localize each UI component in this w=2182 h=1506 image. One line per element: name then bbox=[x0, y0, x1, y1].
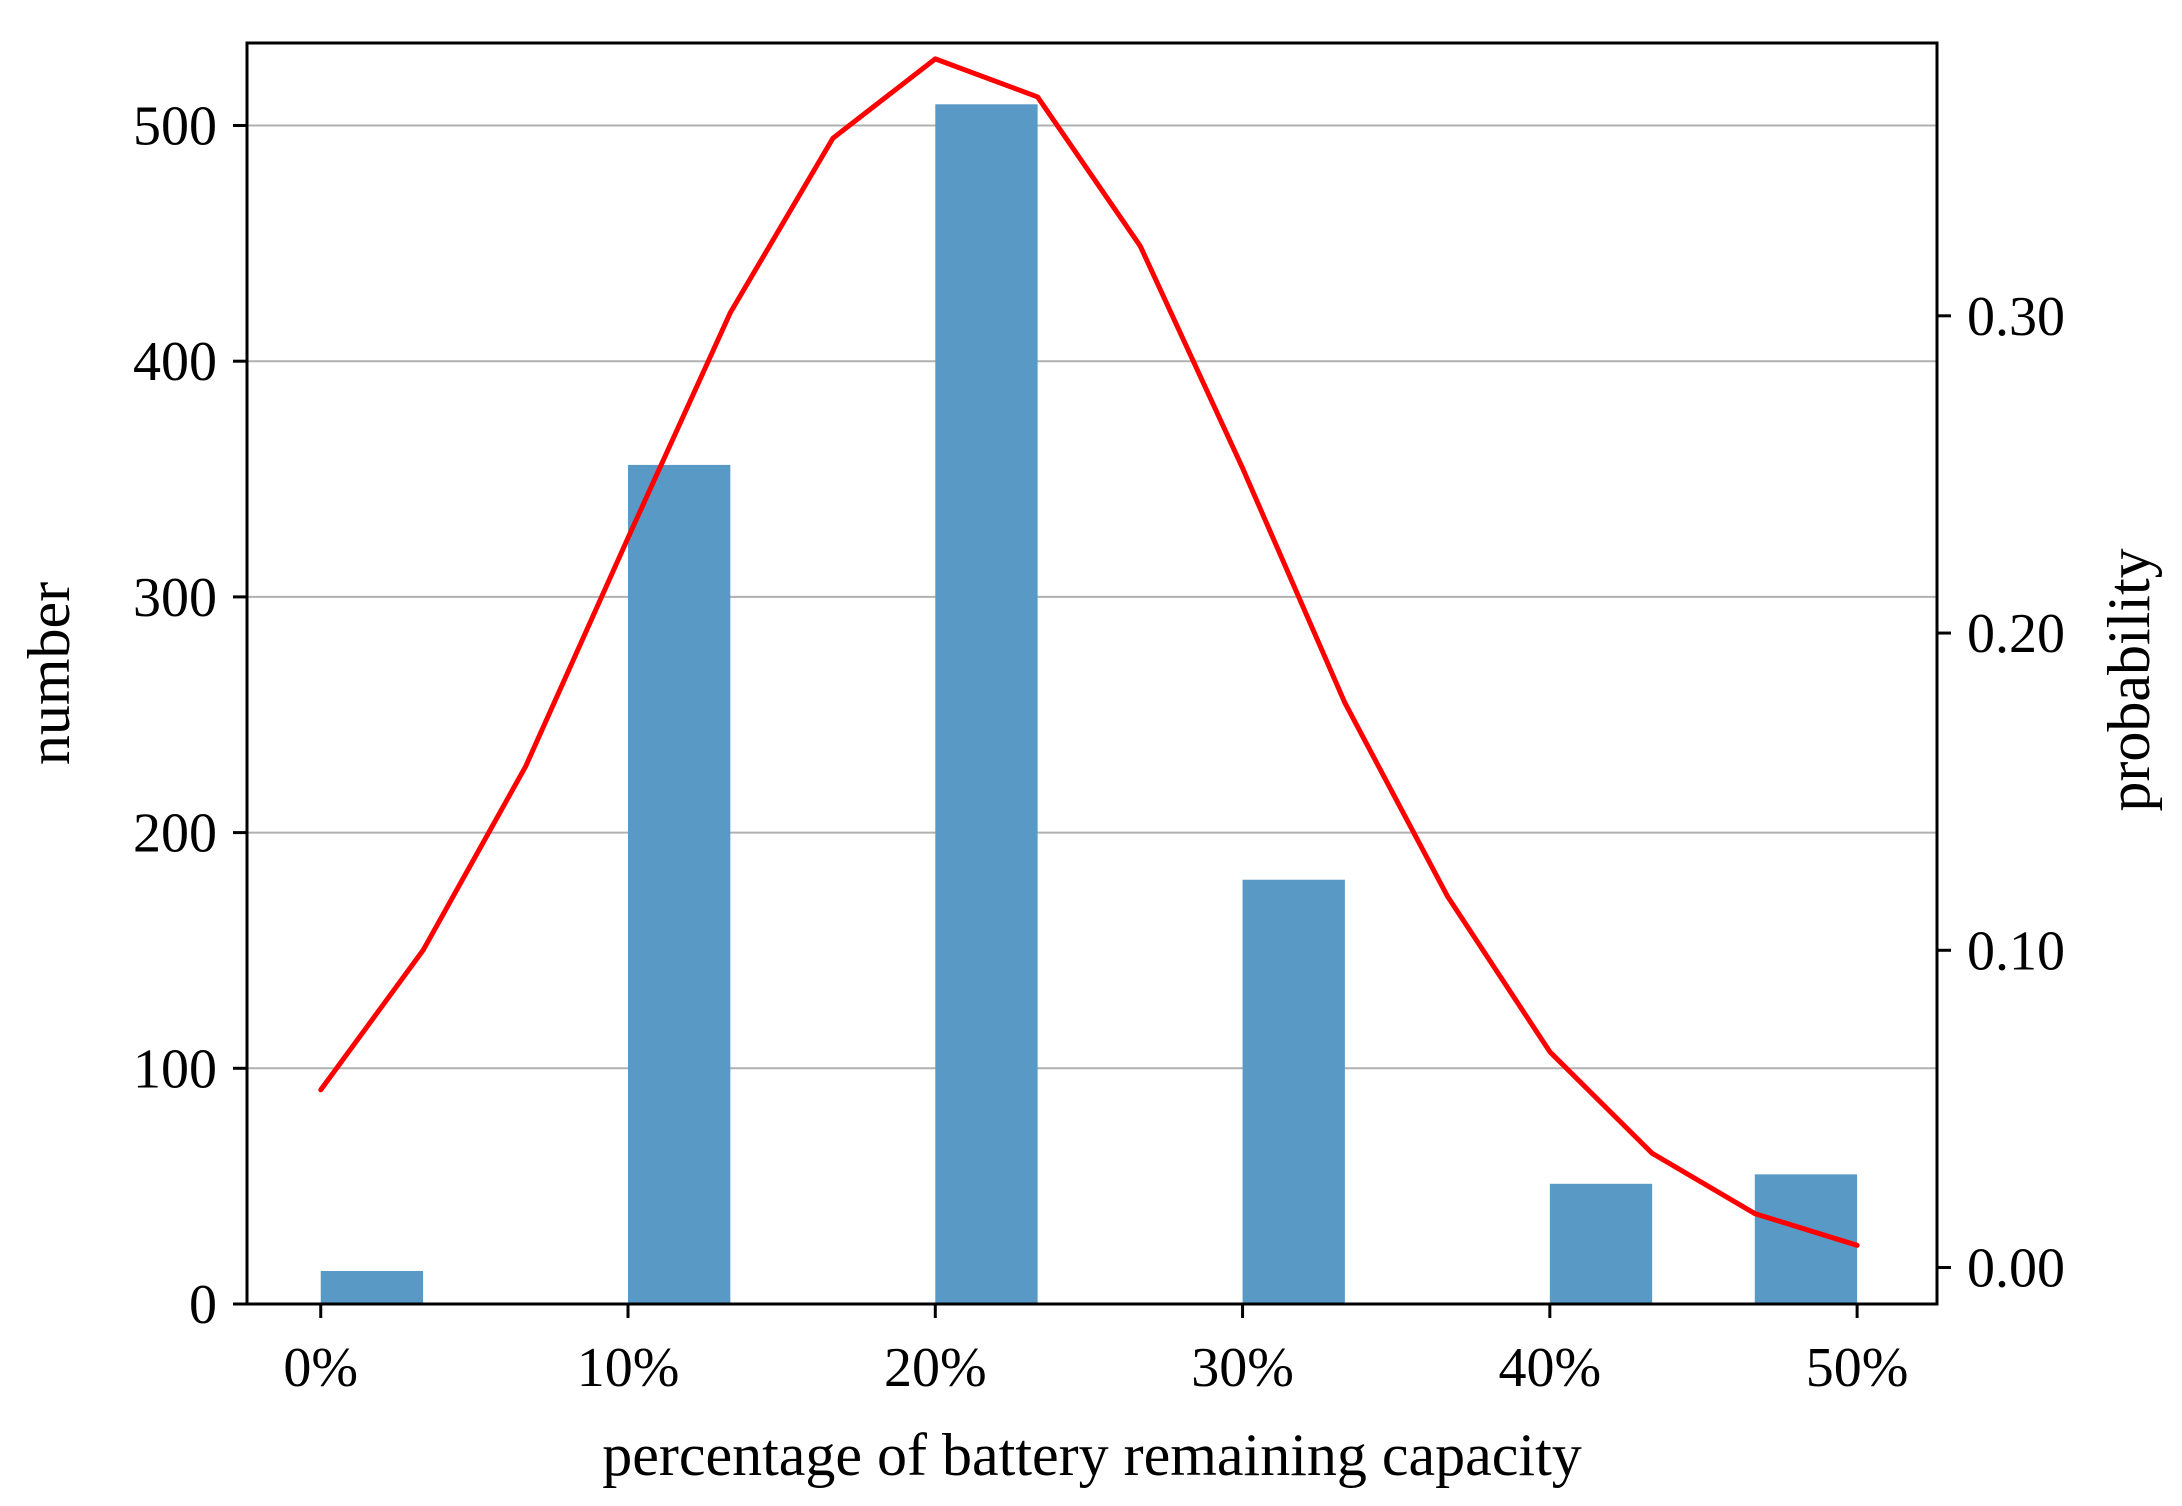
bar-3 bbox=[935, 104, 1038, 1305]
y2-tick-label: 0.10 bbox=[1967, 920, 2065, 982]
right-y-axis-title: probability bbox=[2096, 548, 2162, 811]
y2-tick-label: 0.30 bbox=[1967, 286, 2065, 348]
bar-4 bbox=[1242, 879, 1345, 1304]
y-tick-label: 500 bbox=[133, 95, 217, 157]
bar-series bbox=[320, 104, 1858, 1305]
x-tick-label: 20% bbox=[884, 1337, 987, 1399]
gridlines bbox=[247, 124, 1937, 1070]
probability-line bbox=[318, 56, 1860, 1248]
bar-2 bbox=[628, 464, 731, 1304]
y-tick-label: 400 bbox=[133, 331, 217, 393]
x-tick-label: 30% bbox=[1191, 1337, 1294, 1399]
bar-1 bbox=[320, 1271, 424, 1304]
y2-tick-label: 0.20 bbox=[1967, 603, 2065, 665]
y-tick-label: 200 bbox=[133, 803, 217, 865]
left-y-axis-title: number bbox=[16, 582, 82, 765]
y-tick-label: 300 bbox=[133, 567, 217, 629]
left-y-axis: 0 100 200 300 400 500 bbox=[133, 95, 247, 1336]
bar-5 bbox=[1549, 1183, 1653, 1304]
plot-frame bbox=[245, 41, 1939, 1306]
x-axis-title: percentage of battery remaining capacity bbox=[602, 1422, 1581, 1488]
y-tick-label: 0 bbox=[189, 1274, 217, 1336]
right-y-axis: 0.00 0.10 0.20 0.30 bbox=[1937, 286, 2065, 1300]
x-axis: 0% 10% 20% 30% 40% 50% bbox=[283, 1304, 1908, 1399]
x-tick-label: 0% bbox=[283, 1337, 358, 1399]
y-tick-label: 100 bbox=[133, 1038, 217, 1100]
x-tick-label: 10% bbox=[577, 1337, 680, 1399]
x-tick-label: 50% bbox=[1806, 1337, 1909, 1399]
x-tick-label: 40% bbox=[1499, 1337, 1602, 1399]
probability-series bbox=[318, 56, 1860, 1248]
y2-tick-label: 0.00 bbox=[1967, 1238, 2065, 1300]
